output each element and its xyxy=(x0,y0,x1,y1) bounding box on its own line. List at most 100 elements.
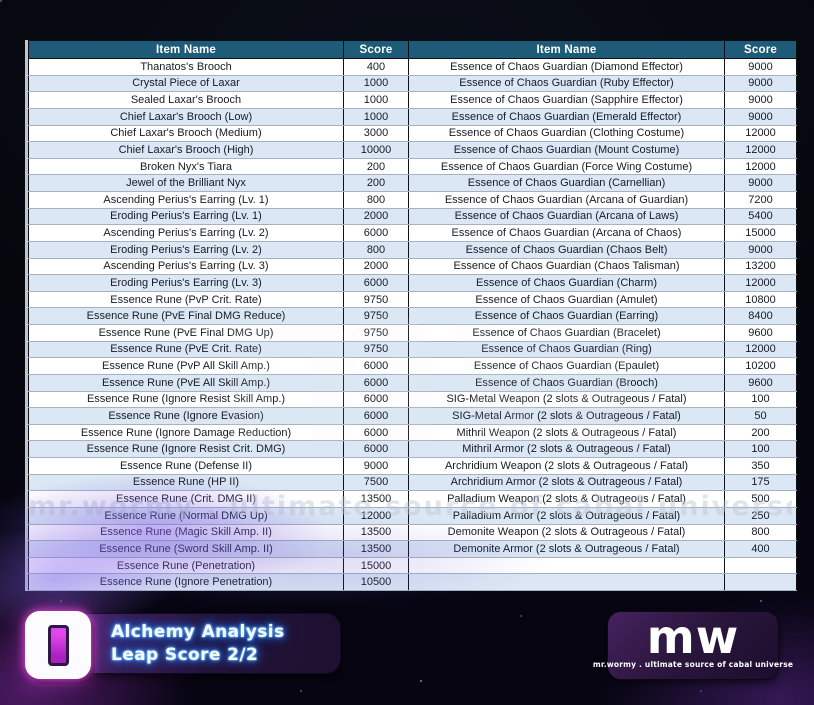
score-cell: 350 xyxy=(724,457,797,475)
item-name-cell: Mithril Weapon (2 slots & Outrageous / F… xyxy=(408,423,725,442)
score-cell: 12000 xyxy=(343,506,409,525)
score-cell: 200 xyxy=(343,174,409,192)
table-row: Jewel of the Brilliant Nyx 200 Essence of … xyxy=(28,174,797,192)
item-name-cell: Essence of Chaos Guardian (Diamond Effec… xyxy=(408,58,725,76)
score-cell: 800 xyxy=(343,240,409,259)
table-row: Essence Rune (Ignore Penetration) 10500 xyxy=(28,573,797,591)
score-cell: 100 xyxy=(724,390,797,409)
item-name-cell: Essence Rune (Sword Skill Amp. II) xyxy=(28,540,344,558)
table-row: Essence Rune (PvP All Skill Amp.) 6000 Ess… xyxy=(28,357,797,375)
item-name-cell: Essence Rune (PvE Final DMG Reduce) xyxy=(28,307,344,325)
mw-logo-tagline: mr.wormy . ultimate source of cabal univ… xyxy=(592,660,794,670)
score-cell: 13500 xyxy=(343,490,409,508)
item-name-cell: Palladium Armor (2 slots & Outrageous / … xyxy=(408,506,725,525)
score-cell: 1000 xyxy=(343,74,409,93)
item-name-cell: Essence of Chaos Guardian (Epaulet) xyxy=(408,357,725,375)
table-row: Chief Laxar's Brooch (High) 10000 Essence … xyxy=(28,141,797,159)
item-name-cell: Essence of Chaos Guardian (Earring) xyxy=(408,307,725,325)
score-cell: 8400 xyxy=(724,307,797,325)
item-name-cell: Demonite Armor (2 slots & Outrageous / F… xyxy=(408,540,725,558)
table-row: Broken Nyx's Tiara 200 Essence of Chaos Gu… xyxy=(28,157,797,176)
item-name-cell: Archridium Weapon (2 slots & Outrageous … xyxy=(408,457,725,475)
item-name-cell: Essence Rune (PvE All Skill Amp.) xyxy=(28,373,344,392)
item-name-cell: Essence Rune (Ignore Damage Reduction) xyxy=(28,423,344,442)
item-name-cell: Sealed Laxar's Brooch xyxy=(28,91,344,109)
header-item-name-left: Item Name xyxy=(28,40,344,59)
badge-subtitle: Leap Score 2/2 xyxy=(111,644,259,665)
score-cell: 13500 xyxy=(343,523,409,542)
score-cell: 1000 xyxy=(343,107,409,126)
item-name-cell: Essence Rune (HP II) xyxy=(28,473,344,492)
item-name-cell: Demonite Weapon (2 slots & Outrageous / … xyxy=(408,523,725,542)
badge-title: Alchemy Analysis xyxy=(111,621,285,642)
score-cell: 200 xyxy=(343,157,409,176)
score-cell: 6000 xyxy=(343,390,409,409)
item-name-cell: Essence of Chaos Guardian (Chaos Talisma… xyxy=(408,257,725,276)
score-cell: 175 xyxy=(724,473,797,492)
item-name-cell xyxy=(408,556,725,575)
score-cell: 10200 xyxy=(724,357,797,375)
table-row: Essence Rune (Sword Skill Amp. II) 13500 D… xyxy=(28,540,797,558)
score-cell: 9600 xyxy=(724,324,797,342)
table-row: Essence Rune (Ignore Evasion) 6000 SIG-Met… xyxy=(28,407,797,425)
score-cell: 12000 xyxy=(724,157,797,176)
score-cell: 9000 xyxy=(724,58,797,76)
table-row: Essence Rune (Ignore Damage Reduction) 60… xyxy=(28,423,797,442)
score-cell: 9000 xyxy=(724,74,797,93)
item-name-cell: Essence of Chaos Guardian (Arcana of Law… xyxy=(408,207,725,226)
item-name-cell: Mithril Armor (2 slots & Outrageous / Fa… xyxy=(408,440,725,458)
item-name-cell: Essence of Chaos Guardian (Amulet) xyxy=(408,290,725,309)
score-cell: 9750 xyxy=(343,340,409,359)
score-cell: 9600 xyxy=(724,373,797,392)
table-row: Ascending Perius's Earring (Lv. 2) 6000 Es… xyxy=(28,224,797,242)
score-cell: 12000 xyxy=(724,124,797,143)
table-row: Essence Rune (Magic Skill Amp. II) 13500 D… xyxy=(28,523,797,542)
item-name-cell: SIG-Metal Weapon (2 slots & Outrageous /… xyxy=(408,390,725,409)
item-name-cell: Essence Rune (Ignore Resist Skill Amp.) xyxy=(28,390,344,409)
item-name-cell: Essence of Chaos Guardian (Arcana of Gua… xyxy=(408,191,725,209)
item-name-cell: SIG-Metal Armor (2 slots & Outrageous / … xyxy=(408,407,725,425)
item-name-cell: Ascending Perius's Earring (Lv. 2) xyxy=(28,224,344,242)
score-cell: 13500 xyxy=(343,540,409,558)
item-name-cell: Essence of Chaos Guardian (Chaos Belt) xyxy=(408,240,725,259)
item-name-cell: Essence of Chaos Guardian (Force Wing Co… xyxy=(408,157,725,176)
score-cell: 50 xyxy=(724,407,797,425)
item-name-cell xyxy=(408,573,725,591)
score-cell xyxy=(724,556,797,575)
item-name-cell: Essence Rune (Penetration) xyxy=(28,556,344,575)
score-cell: 10500 xyxy=(343,573,409,591)
item-name-cell: Crystal Piece of Laxar xyxy=(28,74,344,93)
item-name-cell: Essence Rune (Ignore Penetration) xyxy=(28,573,344,591)
table-row: Ascending Perius's Earring (Lv. 3) 2000 Es… xyxy=(28,257,797,276)
table-row: Eroding Perius's Earring (Lv. 2) 800 Essen… xyxy=(28,240,797,259)
table-row: Essence Rune (Normal DMG Up) 12000 Palladi… xyxy=(28,506,797,525)
table-body: Thanatos's Brooch 400 Essence of Chaos Gua… xyxy=(28,58,797,591)
score-cell: 6000 xyxy=(343,274,409,292)
score-cell: 12000 xyxy=(724,340,797,359)
item-name-cell: Ascending Perius's Earring (Lv. 3) xyxy=(28,257,344,276)
score-cell: 2000 xyxy=(343,257,409,276)
item-name-cell: Broken Nyx's Tiara xyxy=(28,157,344,176)
table-row: Essence Rune (PvP Crit. Rate) 9750 Essence… xyxy=(28,290,797,309)
score-cell: 9000 xyxy=(724,107,797,126)
table-row: Essence Rune (Ignore Resist Crit. DMG) 60… xyxy=(28,440,797,458)
item-name-cell: Eroding Perius's Earring (Lv. 2) xyxy=(28,240,344,259)
score-cell: 9750 xyxy=(343,307,409,325)
table-row: Essence Rune (Defense II) 9000 Archridium … xyxy=(28,457,797,475)
item-name-cell: Essence of Chaos Guardian (Ring) xyxy=(408,340,725,359)
title-badge: Alchemy Analysis Leap Score 2/2 xyxy=(58,613,341,674)
item-name-cell: Essence Rune (PvP Crit. Rate) xyxy=(28,290,344,309)
score-cell: 9000 xyxy=(724,91,797,109)
item-name-cell: Essence of Chaos Guardian (Bracelet) xyxy=(408,324,725,342)
item-name-cell: Essence Rune (Ignore Resist Crit. DMG) xyxy=(28,440,344,458)
item-name-cell: Eroding Perius's Earring (Lv. 1) xyxy=(28,207,344,226)
mw-logo-card: mw mr.wormy . ultimate source of cabal u… xyxy=(593,611,793,680)
item-name-cell: Chief Laxar's Brooch (High) xyxy=(28,141,344,159)
score-cell: 6000 xyxy=(343,423,409,442)
item-name-cell: Essence of Chaos Guardian (Mount Costume… xyxy=(408,141,725,159)
score-cell: 200 xyxy=(724,423,797,442)
item-name-cell: Essence Rune (Ignore Evasion) xyxy=(28,407,344,425)
score-cell: 15000 xyxy=(724,224,797,242)
table-row: Essence Rune (PvE Final DMG Up) 9750 Essen… xyxy=(28,324,797,342)
score-cell: 6000 xyxy=(343,357,409,375)
